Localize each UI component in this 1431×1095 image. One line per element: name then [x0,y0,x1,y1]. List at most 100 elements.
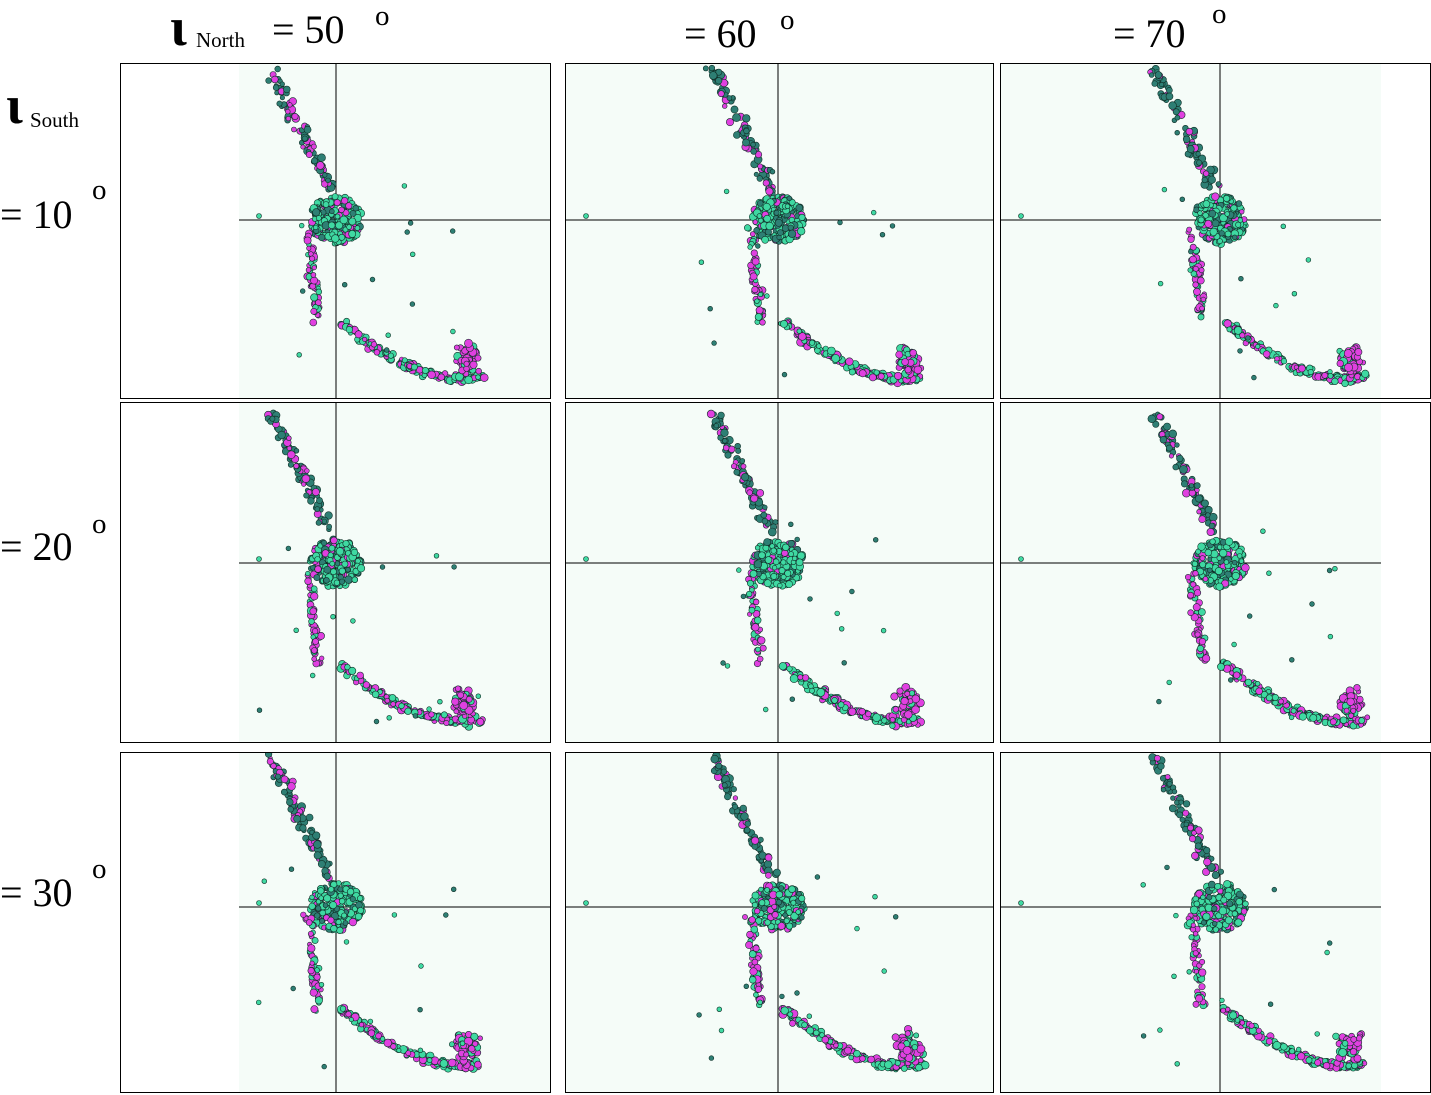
lower-strand-point [310,585,318,593]
outlier-point [1326,567,1333,574]
lower-arc-point [819,1032,825,1038]
center-cluster-point [328,544,336,552]
lower-arc-point [390,1043,397,1050]
upper-arm-point [279,81,285,87]
right-cluster-point [477,1035,483,1041]
outlier-point [1247,613,1253,619]
upper-arm-point [731,463,738,470]
upper-arm-point [1174,129,1180,136]
panel-plot [1001,64,1381,398]
outlier-point [1289,657,1295,663]
center-cluster-point [1197,542,1206,551]
upper-arm-point [721,782,728,789]
lower-strand-point [742,914,748,920]
outlier-point [724,663,731,669]
lower-strand-point [306,245,312,251]
center-cluster-point [1209,538,1216,545]
panel-plot [239,64,550,398]
lower-arc-point [339,1005,347,1012]
center-cluster-point [764,919,771,926]
lower-arc-point [831,354,840,363]
center-cluster-point [763,538,772,546]
lower-strand-point [311,647,318,654]
lower-arc-point [1327,372,1334,379]
lower-strand-point [1198,267,1205,274]
center-cluster-point [1204,219,1213,228]
outlier-point [391,912,398,918]
outlier-point [261,878,268,884]
center-cluster-point [309,894,315,901]
lower-arc-point [809,339,816,346]
outlier-point [1237,348,1243,354]
lower-arc-point [1263,350,1271,358]
panel-plot [239,753,550,1092]
upper-arm-point [293,448,300,454]
upper-arm-point [750,494,759,503]
center-cluster-point [773,209,780,216]
center-cluster-point [1235,221,1242,228]
center-cluster-point [778,885,785,891]
center-cluster-point [758,551,766,559]
lower-arc-point [837,701,845,709]
lower-strand-point [748,606,756,614]
outlier-point [288,866,295,872]
outlier-point [1232,234,1238,241]
lower-strand-point [1192,570,1199,577]
upper-arm-point [265,753,273,758]
lower-arc-point [390,701,397,707]
col-degree-60: o [780,4,795,36]
lower-strand-point [751,623,760,632]
outlier-point [1231,641,1237,648]
center-cluster-point [329,208,335,215]
outlier-point [322,902,329,908]
upper-arm-point [310,143,317,150]
lower-arc-point [344,664,351,671]
upper-arm-point [1168,453,1174,459]
center-cluster-point [1224,230,1232,238]
outlier-point [451,886,457,893]
center-cluster-point [758,899,766,906]
outlier-point [1288,714,1295,721]
upper-arm-point [761,517,769,525]
center-cluster-point [1239,209,1245,215]
lower-arc-point [1298,712,1307,721]
center-cluster-point [795,558,804,567]
row-label-10: = 10 [0,192,73,237]
center-cluster-point [315,905,322,912]
lower-arc-point [396,1047,402,1053]
upper-arm-point [286,435,292,441]
upper-arm-point [305,813,314,822]
lower-arc-point [362,336,368,342]
lower-strand-point [1200,296,1206,302]
lower-arc-point [1290,707,1297,714]
lower-arc-point [348,666,357,675]
lower-strand-point [745,941,753,949]
center-cluster-point [323,577,330,584]
center-cluster-point [784,569,792,577]
outlier-point [1327,633,1334,640]
lower-arc-point [1339,716,1348,724]
center-cluster-point [788,885,796,893]
upper-arm-point [742,114,751,123]
outlier-point [1254,681,1261,687]
outlier-point [417,1007,423,1013]
lower-arc-point [464,375,473,385]
lower-strand-point [310,272,317,278]
upper-arm-point [744,826,751,834]
upper-arm-point [326,523,332,530]
lower-arc-point [427,370,436,379]
center-cluster-point [338,567,346,575]
center-cluster-point [1216,238,1223,244]
center-cluster-point [795,204,804,212]
row-degree-30: o [92,853,107,885]
center-cluster-point [1237,553,1243,559]
outlier-point [385,332,391,338]
center-cluster-point [342,540,350,548]
center-cluster-point [1202,200,1211,208]
lower-arc-point [356,671,364,680]
center-cluster-point [323,565,332,574]
upper-arm-point [317,860,326,868]
upper-arm-point [1208,522,1215,529]
col-label-70: = 70 [1113,11,1186,56]
outlier-point [437,699,443,705]
